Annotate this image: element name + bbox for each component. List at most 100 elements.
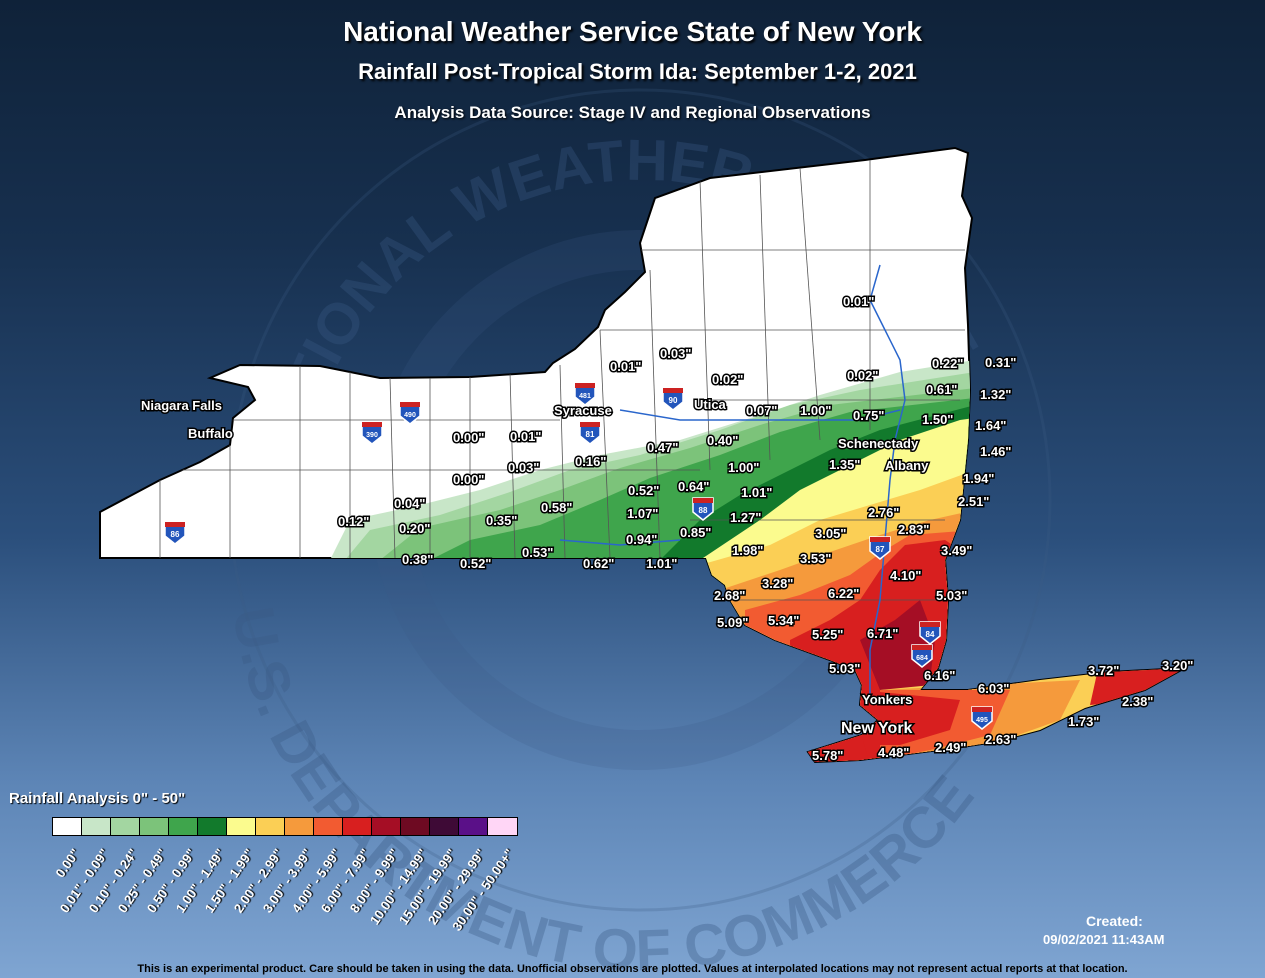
observation-value: 1.00" xyxy=(728,460,759,475)
observation-value: 0.20" xyxy=(399,521,430,536)
observation-value: 0.01" xyxy=(510,429,541,444)
interstate-84-icon: 84 xyxy=(919,621,941,645)
city-buffalo: Buffalo xyxy=(188,426,233,441)
observation-value: 0.52" xyxy=(628,483,659,498)
observation-value: 0.22" xyxy=(932,356,963,371)
legend-swatch xyxy=(256,818,285,835)
svg-text:481: 481 xyxy=(579,393,591,400)
observation-value: 0.94" xyxy=(626,532,657,547)
map-title: National Weather Service State of New Yo… xyxy=(343,16,922,47)
disclaimer-text: This is an experimental product. Care sh… xyxy=(137,963,1128,975)
svg-text:490: 490 xyxy=(404,412,416,419)
observation-value: 6.22" xyxy=(828,586,859,601)
observation-value: 0.00" xyxy=(453,472,484,487)
interstate-87-icon: 87 xyxy=(869,536,891,560)
observation-value: 1.35" xyxy=(829,457,860,472)
observation-value: 0.01" xyxy=(843,294,874,309)
interstate-90-icon: 90 xyxy=(662,387,684,411)
legend-swatch xyxy=(459,818,488,835)
city-schenectady: Schenectady xyxy=(838,436,919,451)
legend-color-bar xyxy=(52,817,518,836)
observation-value: 2.51" xyxy=(958,494,989,509)
observation-value: 1.64" xyxy=(975,418,1006,433)
interstate-81-icon: 81 xyxy=(579,421,601,445)
observation-value: 5.25" xyxy=(812,627,843,642)
observation-value: 3.20" xyxy=(1162,658,1193,673)
observation-value: 4.10" xyxy=(890,568,921,583)
interstate-shields: 86 390 490 481 81 90 88 87 84 684 495 xyxy=(164,382,993,730)
observation-value: 2.38" xyxy=(1122,694,1153,709)
county-boundaries xyxy=(100,160,965,601)
observation-value: 1.98" xyxy=(732,543,763,558)
observation-value: 0.16" xyxy=(575,454,606,469)
observation-value: 2.63" xyxy=(985,732,1016,747)
legend-swatch xyxy=(53,818,82,835)
svg-text:495: 495 xyxy=(976,717,988,724)
observation-value: 0.40" xyxy=(707,433,738,448)
observation-value: 0.31" xyxy=(985,355,1016,370)
observation-value: 0.53" xyxy=(522,545,553,560)
interstate-684-icon: 684 xyxy=(911,644,933,668)
observation-value: 4.48" xyxy=(878,745,909,760)
observation-value: 5.78" xyxy=(812,748,843,763)
created-date: 09/02/2021 11:43AM xyxy=(1043,932,1165,947)
legend-swatch xyxy=(198,818,227,835)
observation-value: 1.50" xyxy=(922,412,953,427)
observation-value: 0.00" xyxy=(453,430,484,445)
interstate-481-icon: 481 xyxy=(574,382,596,406)
legend-swatch xyxy=(227,818,256,835)
svg-text:84: 84 xyxy=(926,630,935,639)
observation-value: 0.75" xyxy=(853,408,884,423)
observation-value: 0.07" xyxy=(746,403,777,418)
observation-value: 0.02" xyxy=(712,372,743,387)
observation-value: 1.27" xyxy=(730,510,761,525)
interstate-490-icon: 490 xyxy=(399,401,421,425)
observation-value: 1.01" xyxy=(646,556,677,571)
observation-value: 1.32" xyxy=(980,387,1011,402)
interstate-495-icon: 495 xyxy=(971,706,993,730)
legend-title: Rainfall Analysis 0" - 50" xyxy=(9,790,186,807)
legend-swatch xyxy=(314,818,343,835)
legend-swatch xyxy=(111,818,140,835)
interstate-88-icon: 88 xyxy=(692,497,714,521)
observation-value: 3.72" xyxy=(1088,663,1119,678)
city-albany: Albany xyxy=(885,458,929,473)
observation-value: 0.38" xyxy=(402,552,433,567)
svg-text:684: 684 xyxy=(916,655,928,662)
observation-value: 0.58" xyxy=(541,500,572,515)
observation-value: 2.83" xyxy=(898,522,929,537)
observation-value: 1.00" xyxy=(800,403,831,418)
observation-value: 2.76" xyxy=(868,505,899,520)
svg-text:90: 90 xyxy=(669,396,678,405)
observation-value: 5.34" xyxy=(768,613,799,628)
city-labels: Niagara Falls Buffalo Syracuse Utica Sch… xyxy=(140,396,931,739)
legend-swatch xyxy=(169,818,198,835)
observation-value: 3.28" xyxy=(762,576,793,591)
observation-value: 0.85" xyxy=(680,525,711,540)
observation-value: 0.04" xyxy=(394,496,425,511)
observation-value: 2.68" xyxy=(714,588,745,603)
legend-swatch xyxy=(285,818,314,835)
legend-swatch xyxy=(372,818,401,835)
observation-value: 0.35" xyxy=(486,513,517,528)
observation-value: 0.61" xyxy=(926,382,957,397)
city-yonkers: Yonkers xyxy=(862,692,912,707)
svg-text:87: 87 xyxy=(876,545,885,554)
interstate-390-icon: 390 xyxy=(361,421,383,445)
interstate-86-icon: 86 xyxy=(164,521,186,545)
svg-text:390: 390 xyxy=(366,432,378,439)
data-source-label: Analysis Data Source: Stage IV and Regio… xyxy=(394,103,871,122)
city-syracuse: Syracuse xyxy=(554,403,612,418)
observation-value: 0.12" xyxy=(338,514,369,529)
observation-value: 0.47" xyxy=(647,440,678,455)
observation-value: 6.03" xyxy=(978,681,1009,696)
observation-value: 0.01" xyxy=(610,359,641,374)
observation-values: 0.01" 0.03" 0.01" 0.02" 0.02" 0.22" 0.31" 0.61"… xyxy=(337,293,1195,765)
observation-value: 6.71" xyxy=(867,626,898,641)
observation-value: 2.49" xyxy=(935,740,966,755)
city-niagara-falls: Niagara Falls xyxy=(141,398,222,413)
observation-value: 3.05" xyxy=(815,526,846,541)
city-new-york: New York xyxy=(841,720,913,737)
